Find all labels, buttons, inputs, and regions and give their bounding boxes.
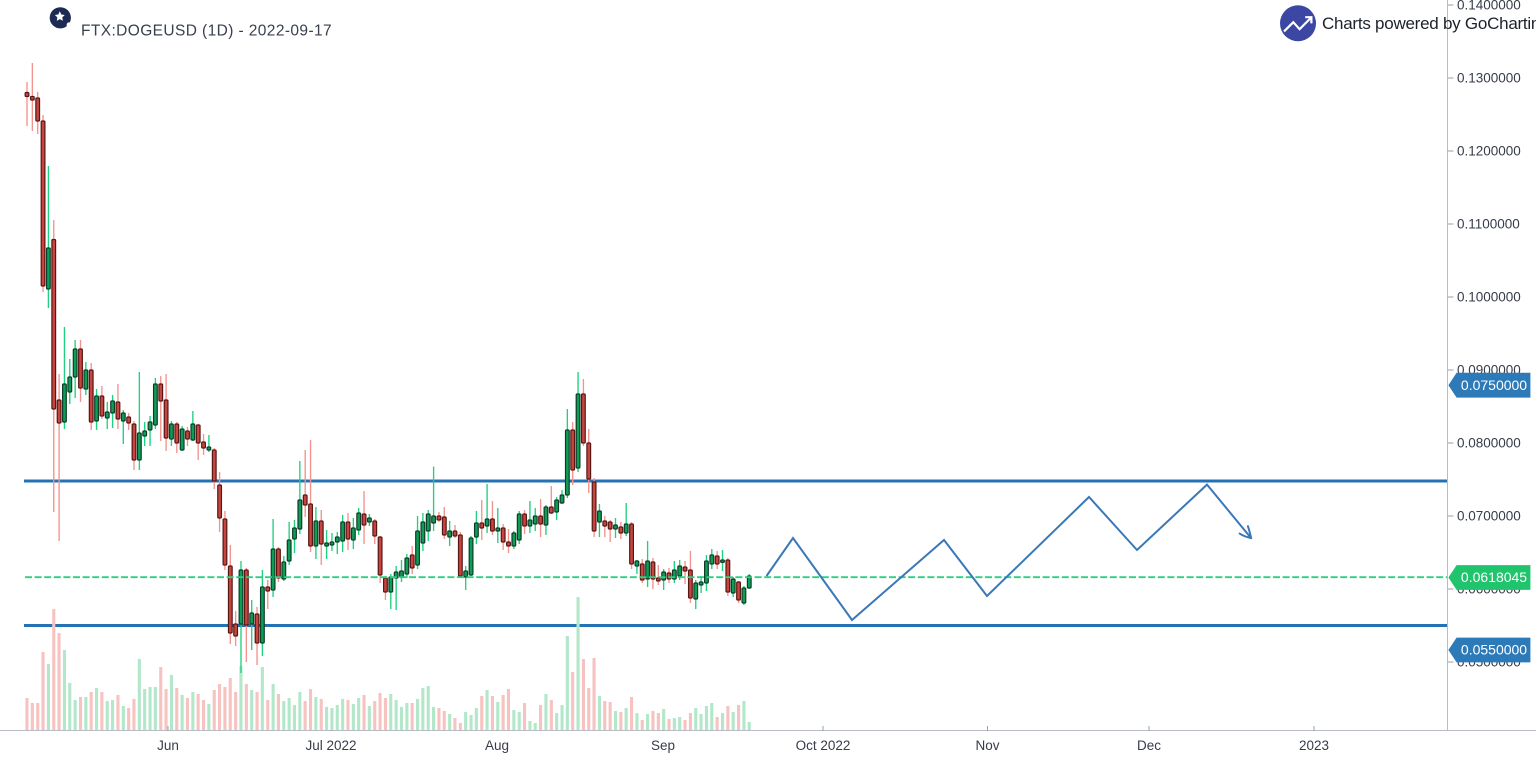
svg-text:0.1100000: 0.1100000: [1457, 217, 1520, 232]
svg-text:FTX:DOGEUSD (1D) - 2022-09-17: FTX:DOGEUSD (1D) - 2022-09-17: [81, 23, 332, 40]
svg-text:Jun: Jun: [157, 738, 179, 753]
svg-text:0.0550000: 0.0550000: [1461, 642, 1527, 658]
svg-text:0.1000000: 0.1000000: [1457, 290, 1521, 305]
svg-text:0.1400000: 0.1400000: [1457, 0, 1521, 13]
svg-text:Sep: Sep: [651, 738, 675, 753]
svg-text:Nov: Nov: [975, 738, 999, 753]
svg-text:0.0700000: 0.0700000: [1457, 509, 1521, 524]
svg-text:0.0750000: 0.0750000: [1461, 377, 1527, 393]
svg-text:Jul 2022: Jul 2022: [305, 738, 356, 753]
svg-text:0.0618045: 0.0618045: [1461, 569, 1527, 585]
svg-text:Aug: Aug: [485, 738, 509, 753]
svg-text:0.0800000: 0.0800000: [1457, 436, 1521, 451]
svg-text:Charts powered by GoCharting: Charts powered by GoCharting: [1322, 14, 1536, 33]
svg-text:0.1200000: 0.1200000: [1457, 144, 1521, 159]
svg-text:0.1300000: 0.1300000: [1457, 71, 1521, 86]
svg-text:Oct 2022: Oct 2022: [796, 738, 851, 753]
svg-text:2023: 2023: [1299, 738, 1329, 753]
svg-text:Dec: Dec: [1137, 738, 1161, 753]
